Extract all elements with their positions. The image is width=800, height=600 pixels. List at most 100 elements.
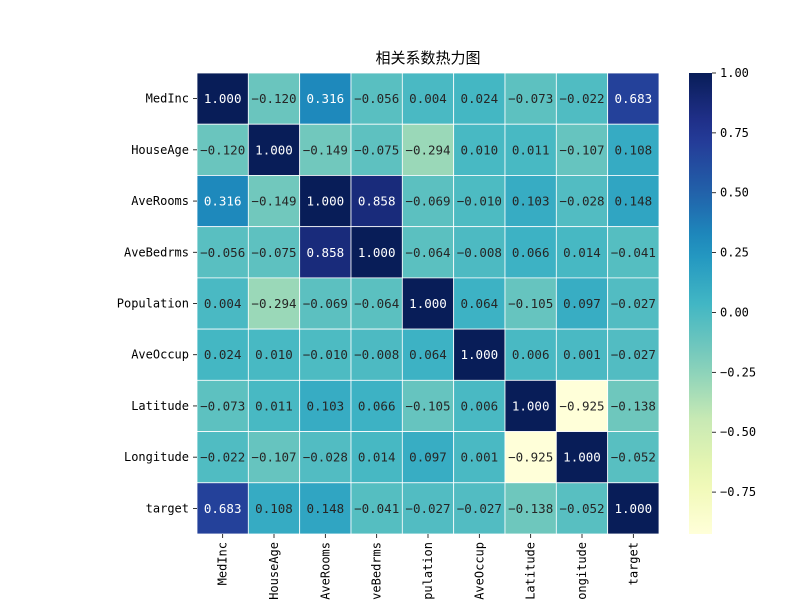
chart-title: 相关系数热力图 — [375, 49, 480, 67]
cell-value-label: −0.064 — [354, 296, 399, 311]
heatmap-cell — [453, 328, 506, 381]
cell-value-label: −0.008 — [457, 245, 502, 260]
x-tick-label: AveRooms — [318, 542, 332, 600]
heatmap-cell — [247, 277, 301, 330]
heatmap-cell — [504, 175, 557, 228]
heatmap-cell — [299, 328, 352, 381]
cell-value-label: 1.000 — [461, 347, 499, 362]
cell-value-label: 0.858 — [307, 245, 345, 260]
cell-value-label: 1.000 — [563, 450, 601, 465]
heatmap-cell — [401, 379, 455, 432]
heatmap-cell — [196, 123, 249, 176]
heatmap-cell — [350, 277, 403, 330]
cell-value-label: 0.006 — [512, 347, 550, 362]
heatmap-cell — [247, 175, 301, 228]
heatmap-cell — [401, 175, 455, 228]
heatmap-cell — [401, 328, 455, 381]
cell-value-label: 0.148 — [615, 194, 653, 209]
cell-value-label: −0.022 — [200, 450, 245, 465]
cell-value-label: 0.148 — [307, 501, 345, 516]
heatmap-cell — [350, 328, 403, 381]
cell-value-label: 0.097 — [563, 296, 601, 311]
y-tick-label: target — [146, 501, 189, 515]
cell-value-label: 0.024 — [461, 91, 499, 106]
heatmap-cell — [504, 379, 557, 432]
cell-value-label: 0.001 — [563, 347, 601, 362]
heatmap-cell — [504, 123, 557, 176]
cell-value-label: 0.683 — [204, 501, 242, 516]
heatmap-cell — [196, 277, 249, 330]
y-tick-label: Population — [117, 297, 189, 311]
cell-value-label: −0.107 — [559, 142, 604, 157]
cell-value-label: −0.105 — [405, 398, 450, 413]
cell-value-label: −0.028 — [303, 450, 348, 465]
cell-value-label: 1.000 — [512, 398, 550, 413]
cell-value-label: 0.316 — [307, 91, 345, 106]
cell-value-label: −0.069 — [303, 296, 348, 311]
cell-value-label: 0.108 — [255, 501, 293, 516]
cell-value-label: −0.041 — [611, 245, 656, 260]
colorbar-ticks: 1.00 0.75 0.50 0.25 0.00 −0.25 −0.50 −0.75 — [712, 66, 756, 499]
heatmap-cell — [504, 482, 557, 535]
cell-value-label: 0.011 — [255, 398, 293, 413]
cell-value-label: −0.294 — [405, 142, 450, 157]
cell-value-label: 0.064 — [409, 347, 447, 362]
x-tick-label: AveBedrms — [370, 542, 384, 600]
heatmap-cell — [247, 482, 301, 535]
cell-value-label: −0.069 — [405, 194, 450, 209]
cell-value-label: −0.052 — [559, 501, 604, 516]
x-tick-label: target — [626, 542, 640, 585]
x-tick-label: AveOccup — [472, 542, 486, 600]
y-tick-label: Latitude — [131, 399, 189, 413]
cell-value-label: −0.138 — [508, 501, 553, 516]
heatmap-cell — [607, 328, 660, 381]
heatmap-cell — [607, 277, 660, 330]
heatmap-cell — [401, 482, 455, 535]
cell-value-label: 0.064 — [461, 296, 499, 311]
heatmap-cell — [607, 431, 660, 484]
y-axis-ticks: MedInc HouseAge AveRooms AveBedrms Populatio… — [117, 92, 197, 515]
cell-value-label: −0.052 — [611, 450, 656, 465]
cell-value-label: 0.108 — [615, 142, 653, 157]
heatmap-cell — [401, 123, 455, 176]
cell-value-label: −0.056 — [200, 245, 245, 260]
x-tick-label: Longitude — [575, 542, 589, 600]
cell-value-label: 0.316 — [204, 194, 242, 209]
heatmap-cell — [299, 277, 352, 330]
colorbar-tick-label: 0.75 — [720, 126, 749, 140]
heatmap-cell — [607, 175, 660, 228]
cell-value-label: 0.014 — [563, 245, 601, 260]
heatmap-cell — [247, 72, 301, 125]
cell-value-label: 0.014 — [358, 450, 396, 465]
heatmap-cell — [196, 175, 249, 228]
heatmap-cell — [350, 175, 403, 228]
heatmap-cell — [350, 72, 403, 125]
cell-value-label: −0.073 — [508, 91, 553, 106]
heatmap-cell — [299, 123, 352, 176]
cell-value-label: −0.027 — [611, 347, 656, 362]
x-tick-label: Latitude — [524, 542, 538, 600]
y-tick-label: AveOccup — [131, 348, 189, 362]
cell-value-label: −0.149 — [303, 142, 348, 157]
cell-value-label: −0.027 — [457, 501, 502, 516]
cell-value-label: −0.041 — [354, 501, 399, 516]
heatmap-cell — [453, 431, 506, 484]
colorbar-tick-label: 0.00 — [720, 305, 749, 319]
cell-value-label: −0.073 — [200, 398, 245, 413]
cell-value-label: −0.064 — [405, 245, 450, 260]
cell-value-label: −0.010 — [303, 347, 348, 362]
cell-value-label: 0.858 — [358, 194, 396, 209]
y-tick-label: MedInc — [146, 92, 189, 106]
cell-value-label: 0.066 — [512, 245, 550, 260]
x-tick-label: MedInc — [216, 542, 230, 585]
cell-value-label: −0.028 — [559, 194, 604, 209]
heatmap-cell — [555, 123, 609, 176]
heatmap-cell — [504, 277, 557, 330]
heatmap-cell — [555, 72, 609, 125]
heatmap-cell — [196, 226, 249, 279]
heatmap-cell — [607, 482, 660, 535]
heatmap-cell — [350, 482, 403, 535]
heatmap-cells — [196, 72, 660, 535]
cell-value-label: −0.105 — [508, 296, 553, 311]
x-axis-ticks: MedInc HouseAge AveRooms AveBedrms Populatio… — [216, 534, 640, 600]
